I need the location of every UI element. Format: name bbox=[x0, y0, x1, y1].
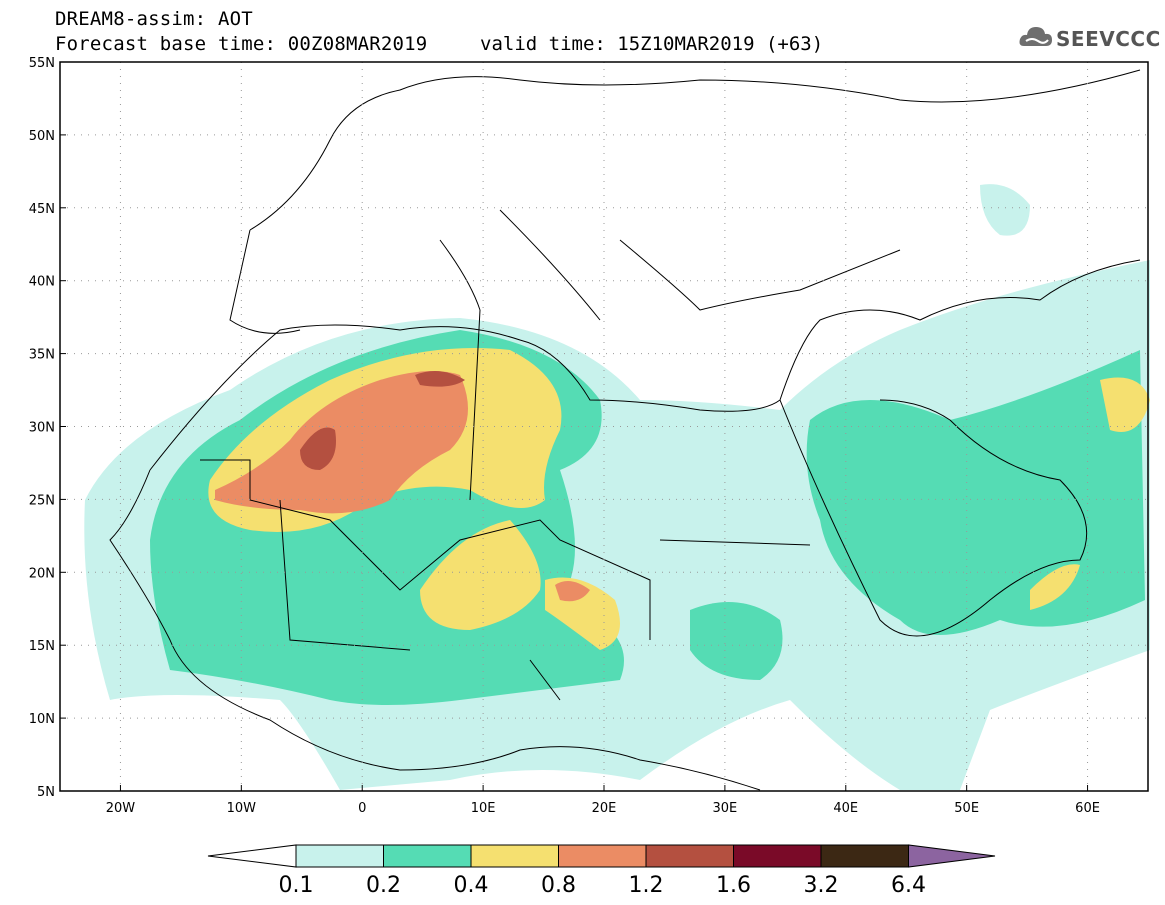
colorbar-box bbox=[295, 844, 384, 868]
lat-label: 55N bbox=[29, 56, 55, 71]
aot-shading bbox=[84, 184, 1150, 790]
lat-label: 25N bbox=[29, 493, 55, 508]
lon-label: 10E bbox=[471, 801, 496, 816]
colorbar-label: 6.4 bbox=[891, 873, 926, 898]
colorbar-box bbox=[645, 844, 734, 868]
colorbar-label: 1.2 bbox=[629, 873, 664, 898]
lon-label: 50E bbox=[954, 801, 979, 816]
lon-label: 60E bbox=[1075, 801, 1100, 816]
colorbar-label: 0.2 bbox=[366, 873, 401, 898]
lon-label: 10W bbox=[227, 801, 257, 816]
colorbar-high-arrow bbox=[908, 844, 996, 868]
colorbar-box bbox=[820, 844, 909, 868]
colorbar-low-arrow bbox=[207, 844, 297, 868]
lon-label: 30E bbox=[713, 801, 738, 816]
lon-labels: 20W 10W 0 10E 20E 30E 40E 50E 60E bbox=[106, 785, 1100, 816]
lat-label: 20N bbox=[29, 566, 55, 581]
chart-title: DREAM8-assim: AOT bbox=[55, 8, 253, 30]
lat-label: 30N bbox=[29, 421, 55, 436]
colorbar-box bbox=[383, 844, 472, 868]
colorbar-label: 0.8 bbox=[541, 873, 576, 898]
lon-label: 20E bbox=[592, 801, 617, 816]
colorbar-box bbox=[733, 844, 822, 868]
lat-labels: 55N 50N 45N 40N 35N 30N 25N 20N 15N 10N 5N bbox=[29, 56, 66, 800]
lat-label: 5N bbox=[37, 785, 55, 800]
lat-label: 35N bbox=[29, 348, 55, 363]
forecast-base-time: Forecast base time: 00Z08MAR2019 bbox=[55, 33, 428, 55]
colorbar-label: 0.4 bbox=[454, 873, 489, 898]
seevccc-logo: SEEVCCC bbox=[1018, 22, 1161, 56]
colorbar: 0.1 0.2 0.4 0.8 1.2 1.6 3.2 6.4 bbox=[207, 844, 996, 898]
lat-label: 50N bbox=[29, 129, 55, 144]
lat-label: 45N bbox=[29, 202, 55, 217]
colorbar-label: 3.2 bbox=[804, 873, 839, 898]
lat-label: 15N bbox=[29, 639, 55, 654]
colorbar-box bbox=[470, 844, 559, 868]
lat-label: 40N bbox=[29, 275, 55, 290]
lon-label: 0 bbox=[358, 801, 366, 816]
map-grid bbox=[60, 62, 1148, 791]
lat-label: 10N bbox=[29, 712, 55, 727]
colorbar-box bbox=[558, 844, 647, 868]
colorbar-label: 1.6 bbox=[716, 873, 751, 898]
lon-label: 40E bbox=[833, 801, 858, 816]
valid-time: valid time: 15Z10MAR2019 (+63) bbox=[480, 33, 824, 55]
logo-text: SEEVCCC bbox=[1056, 27, 1161, 51]
lon-label: 20W bbox=[106, 801, 136, 816]
cloud-icon bbox=[1019, 27, 1052, 46]
colorbar-label: 0.1 bbox=[279, 873, 314, 898]
